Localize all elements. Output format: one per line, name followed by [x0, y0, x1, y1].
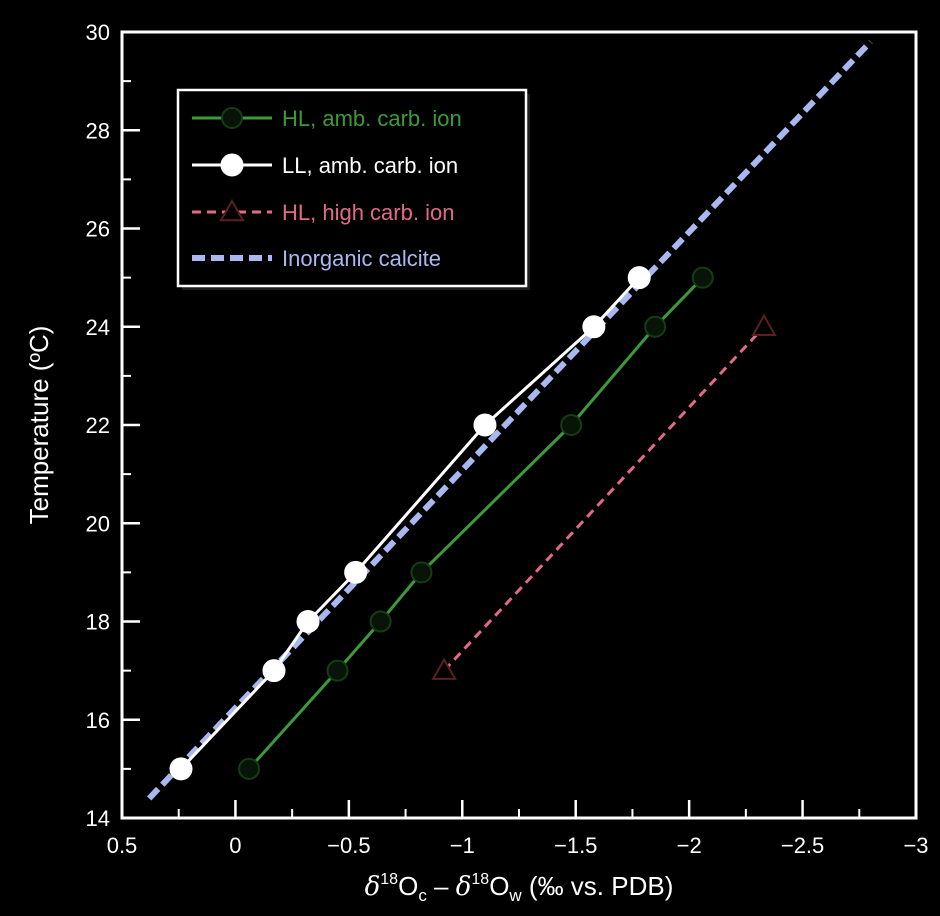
series-0-point-6: [691, 266, 714, 289]
series-1-point-4: [473, 413, 497, 437]
series-0-point-1: [326, 659, 349, 682]
legend-label-3: Inorganic calcite: [282, 246, 441, 271]
legend-marker-1: [220, 153, 244, 177]
series-1-point-1: [262, 659, 286, 683]
x-label-units: (‰ vs. PDB): [522, 871, 674, 901]
x-label-o-1: O: [398, 871, 418, 901]
legend-label-2: HL, high carb. ion: [282, 200, 454, 225]
legend-entries: HL, amb. carb. ion LL, amb. carb. ion HL, …: [192, 106, 462, 271]
x-label-delta-2: δ: [456, 872, 472, 902]
series-1-point-5: [582, 315, 606, 339]
series-0-point-4: [560, 414, 583, 436]
y-tick-label-0: 14: [86, 806, 110, 831]
legend-marker-0: [221, 107, 243, 129]
y-ticks: 14 16 18 20 22 24 26 28 30: [86, 20, 140, 831]
series-1-point-3: [344, 560, 368, 584]
x-label-delta-1: δ: [365, 872, 381, 902]
x-ticks: 0.5 0 −0.5 −1 −1.5 −2 −2.5 −3: [107, 800, 929, 858]
x-tick-label-4: −1.5: [554, 833, 597, 858]
x-tick-label-1: 0: [229, 833, 241, 858]
x-label-sup-1: 18: [380, 871, 398, 888]
legend-label-1: LL, amb. carb. ion: [282, 153, 458, 178]
series-line-2: [443, 325, 766, 672]
x-axis-label: δ18Oc – δ18Ow (‰ vs. PDB): [365, 871, 674, 905]
x-tick-label-2: −0.5: [327, 833, 370, 858]
x-label-minus: –: [427, 871, 456, 901]
y-tick-label-3: 20: [86, 511, 110, 536]
series-0-point-2: [369, 610, 392, 633]
x-tick-label-6: −2.5: [781, 833, 824, 858]
x-tick-label-7: −3: [903, 833, 928, 858]
legend: HL, amb. carb. ion LL, amb. carb. ion HL, …: [176, 88, 530, 290]
y-tick-label-1: 16: [86, 708, 110, 733]
series-1-point-0: [169, 757, 193, 781]
series-2-point-0: [431, 657, 457, 680]
series-0-point-5: [644, 315, 667, 338]
y-tick-label-6: 26: [86, 217, 110, 242]
series-1-point-6: [627, 266, 651, 290]
x-label-sub-2: w: [508, 886, 522, 905]
x-label-sup-2: 18: [471, 871, 489, 888]
x-label-o-2: O: [489, 871, 509, 901]
series-0-point-3: [410, 561, 433, 584]
series-2-point-1: [751, 313, 777, 336]
x-tick-label-0: 0.5: [107, 833, 138, 858]
y-tick-label-7: 28: [86, 118, 110, 143]
x-tick-label-3: −1: [450, 833, 475, 858]
y-tick-label-8: 30: [86, 20, 110, 45]
legend-marker-2: [219, 198, 245, 222]
x-tick-label-5: −2: [677, 833, 702, 858]
x-label-sub-1: c: [418, 886, 427, 905]
y-tick-label-5: 24: [86, 315, 110, 340]
plot-markers: [169, 266, 777, 781]
y-axis-label: Temperature (ºC): [24, 326, 54, 525]
series-1-point-2: [296, 610, 320, 633]
legend-label-0: HL, amb. carb. ion: [282, 106, 462, 131]
series-0-point-0: [238, 757, 261, 780]
y-tick-label-2: 18: [86, 610, 110, 635]
y-tick-label-4: 22: [86, 413, 110, 438]
